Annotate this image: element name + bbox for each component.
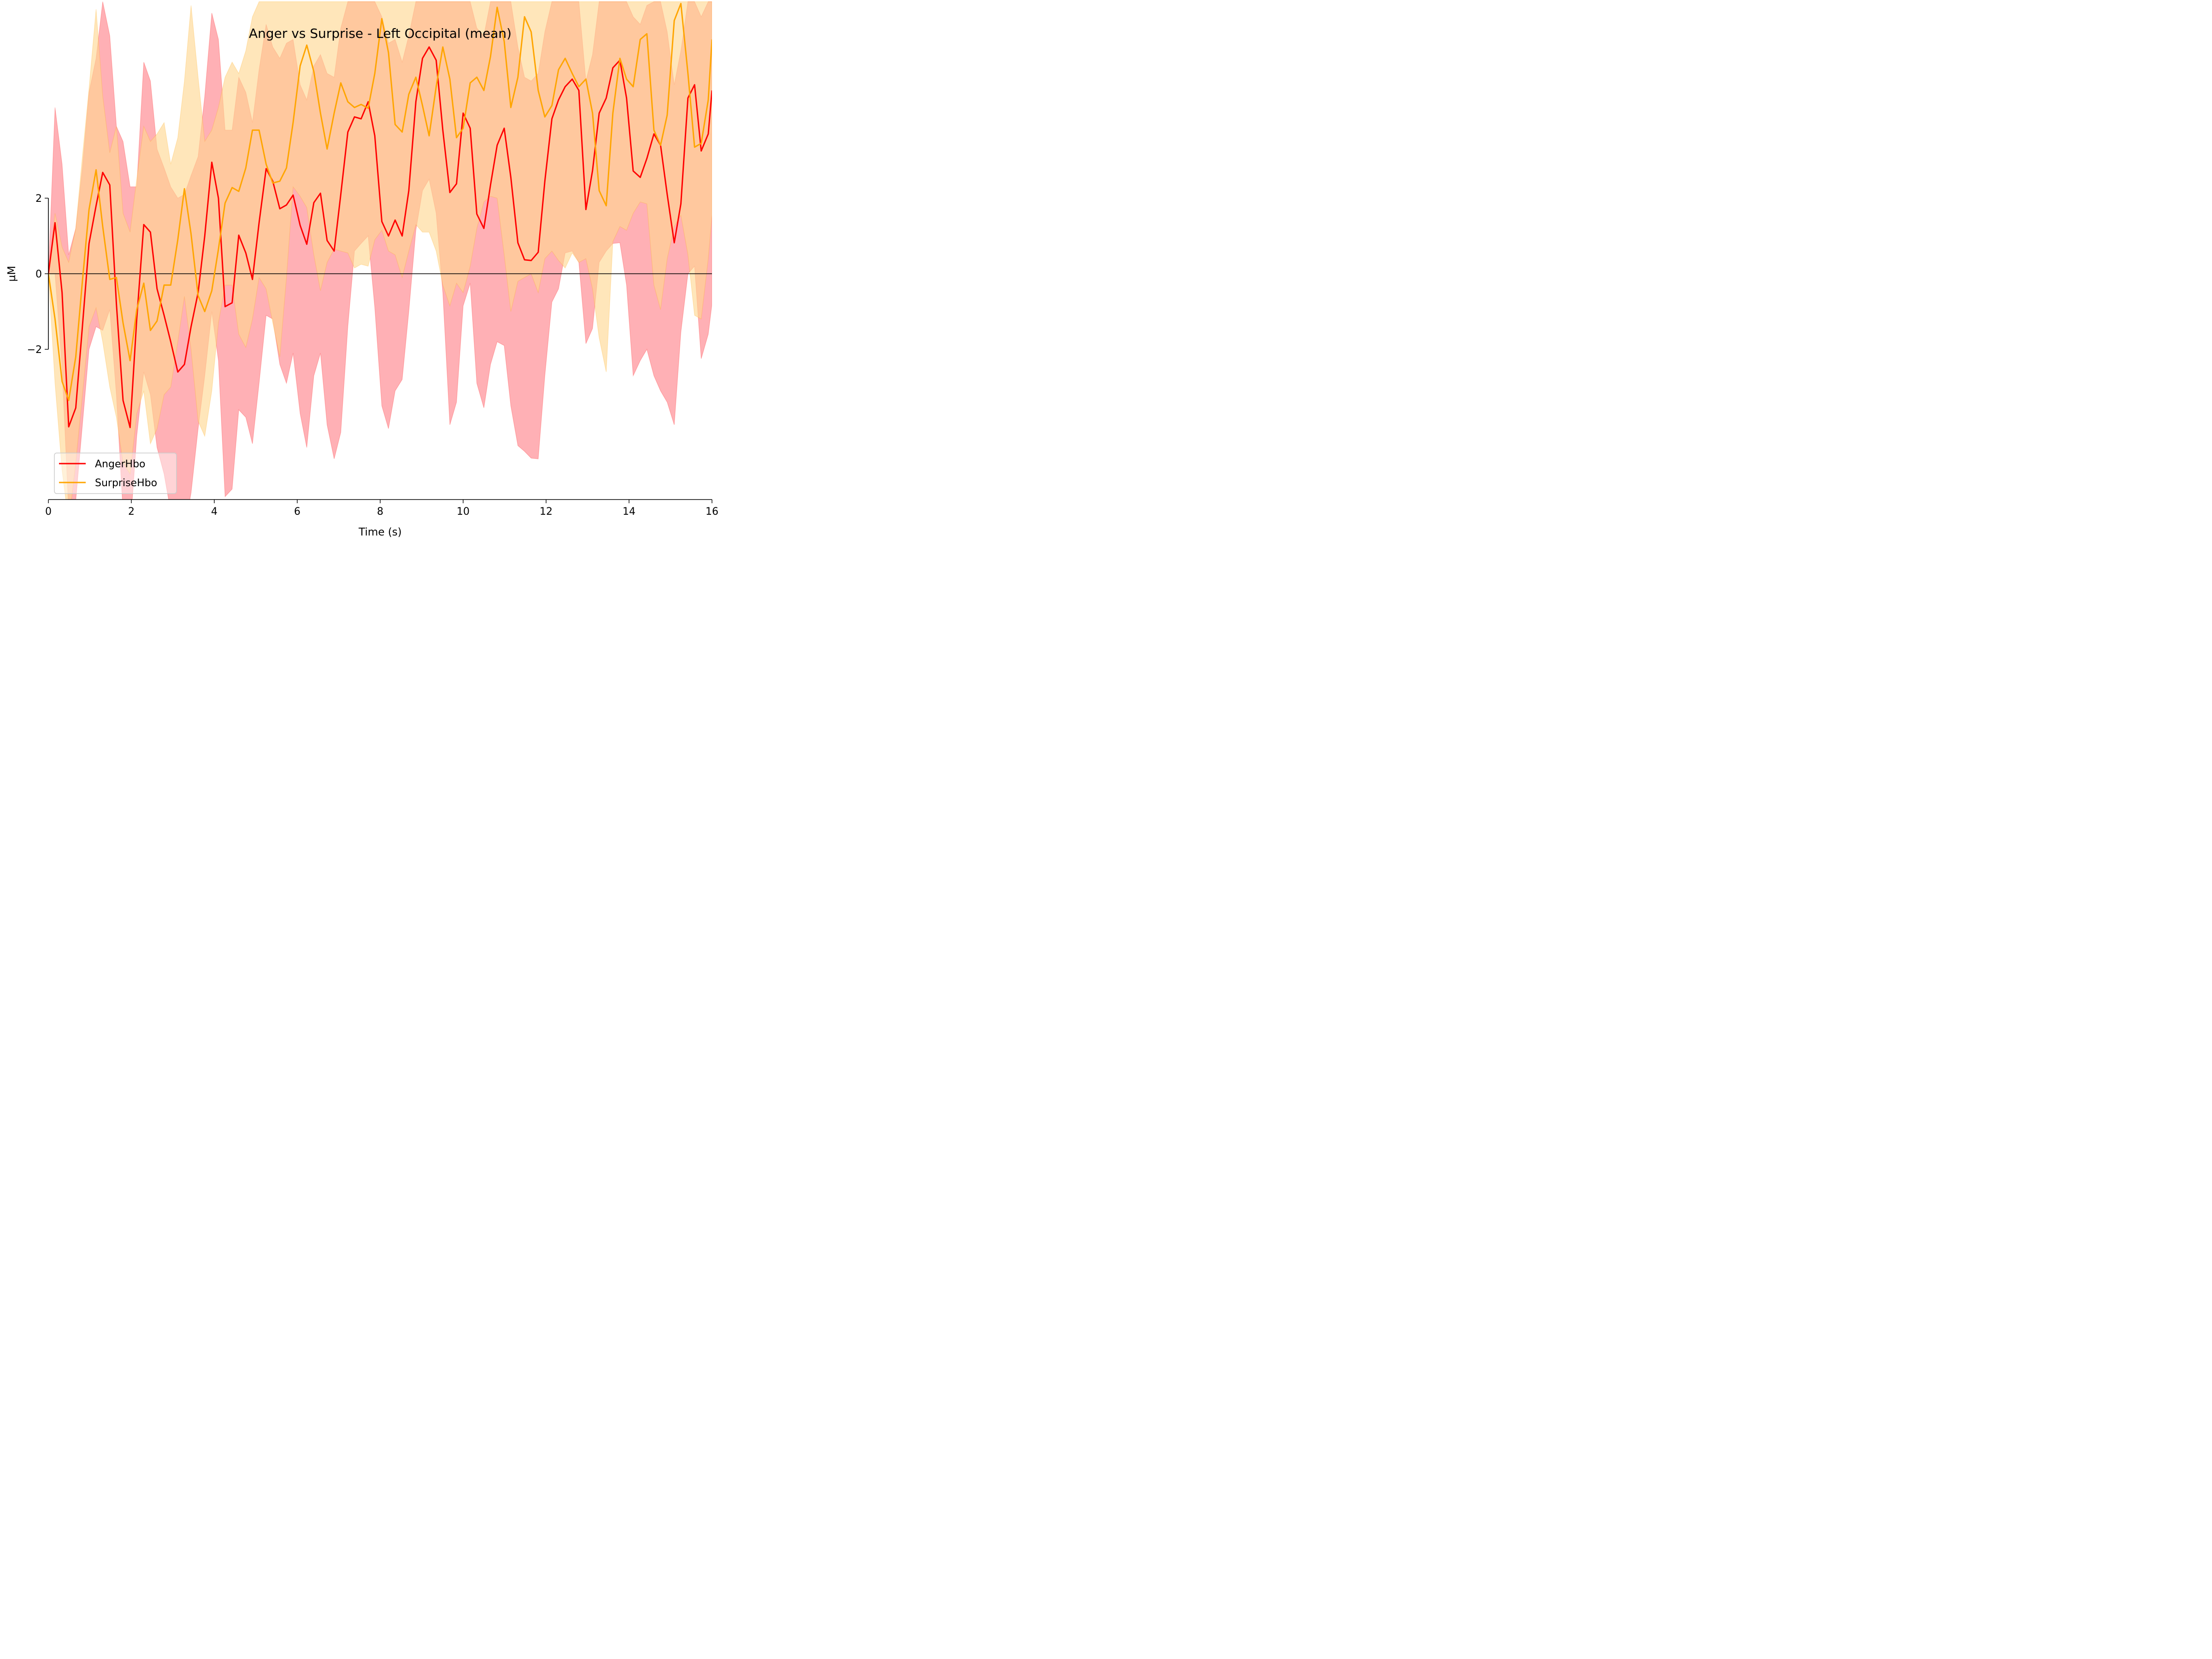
y-tick-label: −2 xyxy=(27,344,42,356)
chart-title: Anger vs Surprise - Left Occipital (mean… xyxy=(249,26,512,41)
y-axis-label: µM xyxy=(6,266,18,282)
y-tick-label: 2 xyxy=(35,193,42,205)
band-surprisehbo xyxy=(48,1,712,500)
x-tick-label: 12 xyxy=(540,506,553,518)
x-tick-label: 10 xyxy=(457,506,470,518)
axes: 0 2 4 6 8 10 12 14 16 −2 0 2 xyxy=(27,193,718,518)
series-line-surprisehbo xyxy=(48,3,712,401)
legend: AngerHbo SurpriseHbo xyxy=(54,453,177,494)
x-tick-label: 4 xyxy=(211,506,218,518)
x-tick-label: 16 xyxy=(706,506,718,518)
series-line-angerhbo xyxy=(48,46,712,429)
y-tick-label: 0 xyxy=(35,269,42,280)
x-tick-label: 2 xyxy=(128,506,135,518)
confidence-bands xyxy=(48,1,712,500)
chart-svg: 0 2 4 6 8 10 12 14 16 −2 0 2 Anger vs Surprise - Le… xyxy=(6,1,718,538)
legend-label: AngerHbo xyxy=(95,459,146,470)
x-tick-label: 0 xyxy=(45,506,52,518)
x-tick-label: 8 xyxy=(377,506,383,518)
x-axis-label: Time (s) xyxy=(358,526,402,538)
x-tick-label: 6 xyxy=(294,506,300,518)
chart: 0 2 4 6 8 10 12 14 16 −2 0 2 Anger vs Surprise - Le… xyxy=(0,0,722,541)
series-lines xyxy=(48,3,712,429)
x-tick-label: 14 xyxy=(623,506,635,518)
legend-label: SurpriseHbo xyxy=(95,477,157,489)
